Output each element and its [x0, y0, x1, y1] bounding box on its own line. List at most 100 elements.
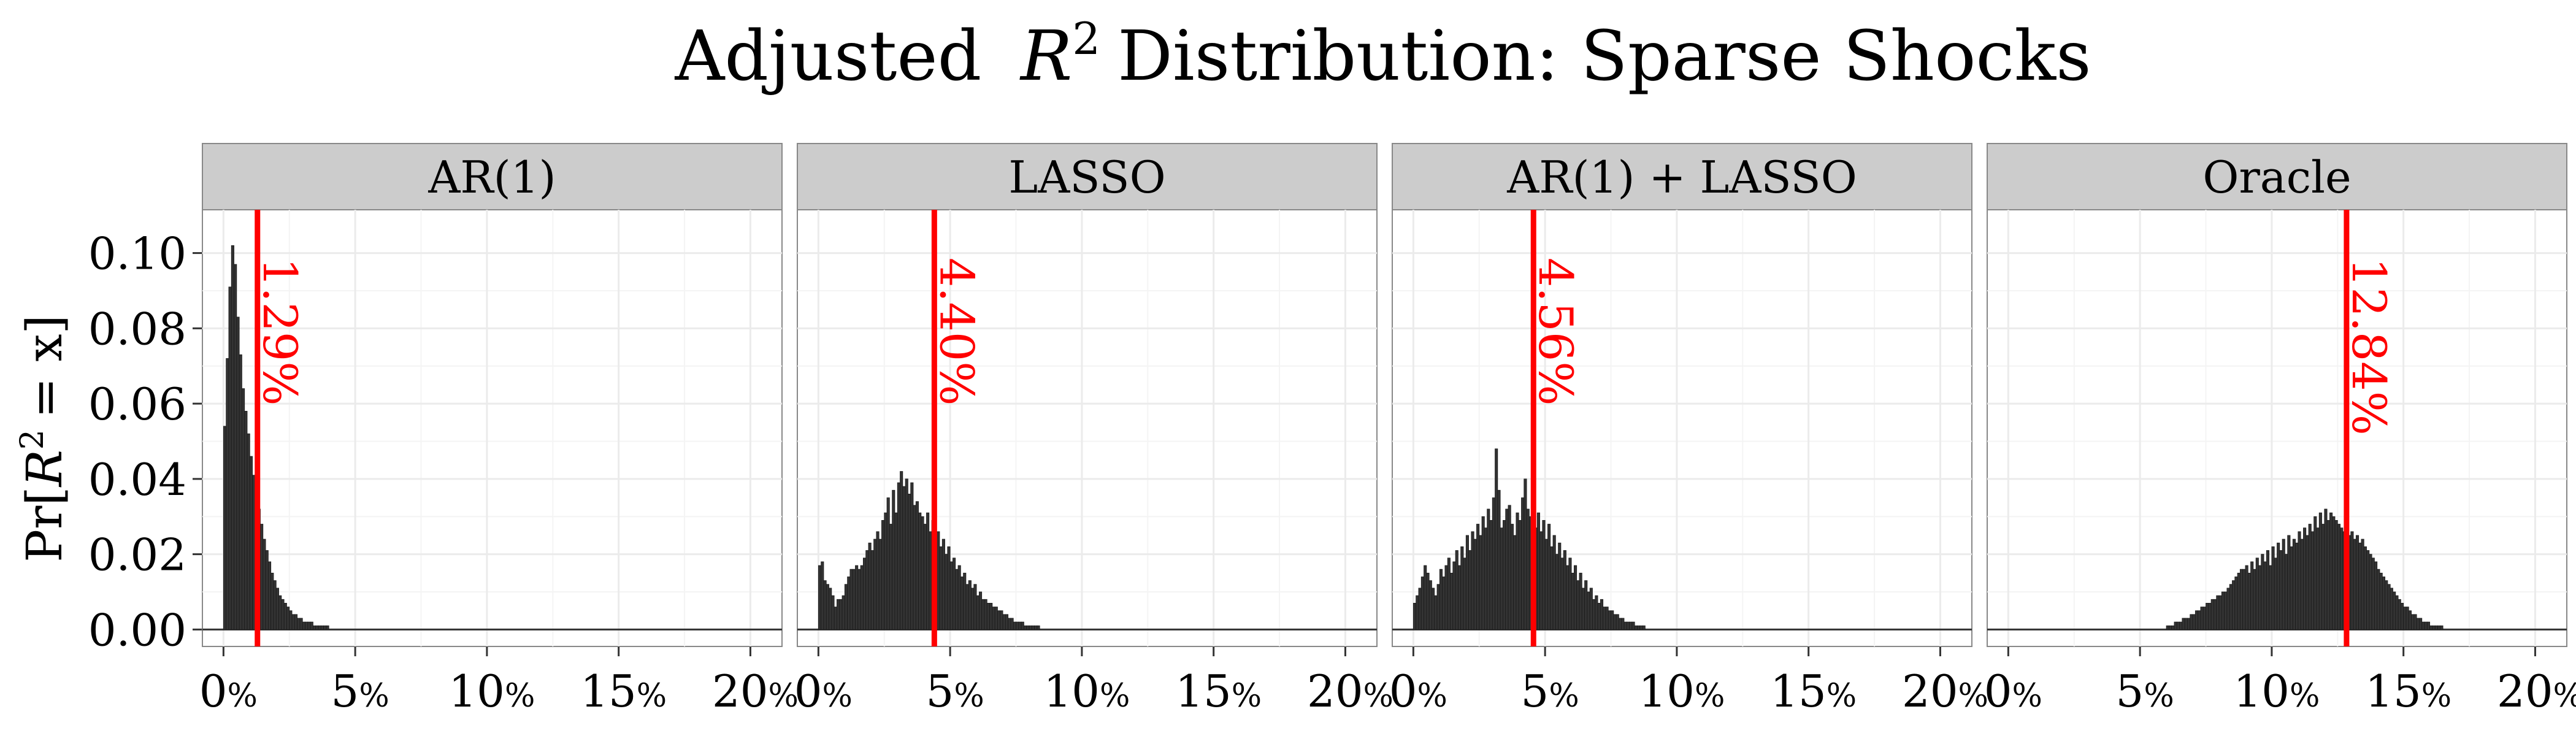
histogram-bar — [1447, 558, 1451, 630]
histogram-bar — [1450, 572, 1454, 630]
histogram-bar — [823, 580, 827, 630]
histogram-bar — [1495, 448, 1498, 630]
histogram-bar — [2366, 550, 2370, 630]
histogram-bar — [1563, 550, 1566, 630]
histogram-bar — [2258, 565, 2262, 630]
histogram-bar — [889, 524, 893, 630]
x-tick-percent: % — [359, 678, 389, 715]
histogram-bar — [1034, 625, 1038, 630]
histogram-bar — [1420, 577, 1424, 630]
histogram-bar — [1010, 618, 1014, 630]
histogram-bar — [1479, 535, 1482, 630]
histogram-bar — [937, 531, 940, 630]
histogram-bar — [1021, 621, 1024, 630]
histogram-bar — [1005, 614, 1009, 630]
histogram-bar — [905, 478, 908, 630]
histogram-bar — [1465, 535, 1469, 630]
histogram-bar — [1555, 554, 1559, 630]
histogram-bar — [1634, 625, 1638, 630]
histogram-bar — [1526, 508, 1530, 630]
histogram-bar — [1018, 621, 1022, 630]
facet-strip-label: LASSO — [1008, 151, 1165, 203]
histogram-bar — [1426, 572, 1430, 630]
histogram-bar — [2426, 621, 2431, 630]
x-tick-percent: % — [2553, 678, 2576, 715]
histogram-bar — [989, 603, 993, 630]
histogram-bar — [1444, 565, 1448, 630]
histogram-bar — [252, 475, 256, 630]
histogram-bar — [1536, 512, 1540, 630]
x-tick-number: 15 — [2365, 665, 2421, 717]
histogram-bar — [2171, 625, 2175, 630]
histogram-bar — [913, 505, 916, 630]
histogram-bar — [1471, 531, 1474, 630]
histogram-bar — [1428, 580, 1432, 630]
histogram-bar — [2337, 524, 2340, 630]
histogram-bar — [281, 599, 285, 630]
x-tick-percent: % — [637, 678, 667, 715]
histogram-bar — [1424, 565, 1427, 630]
x-tick-label: 0% — [794, 665, 853, 717]
histogram-bar — [265, 550, 269, 630]
histogram-bar — [2300, 539, 2304, 630]
chart-title-prefix: Adjusted — [674, 17, 981, 96]
histogram-bar — [1481, 516, 1485, 630]
histogram-bar — [1031, 625, 1035, 630]
histogram-bar — [947, 546, 951, 630]
histogram-bar — [2385, 580, 2388, 630]
y-axis-label-prefix: Pr[ — [16, 486, 73, 562]
histogram-bar — [2292, 539, 2296, 630]
histogram-bar — [855, 565, 859, 630]
histogram-bar — [844, 584, 848, 630]
histogram-bar — [1560, 558, 1564, 630]
histogram-bar — [2313, 516, 2317, 630]
histogram-bar — [973, 584, 977, 630]
x-tick-label: 5% — [2116, 665, 2174, 717]
histogram-bar — [1487, 508, 1490, 630]
histogram-bar — [2195, 610, 2199, 630]
histogram-bar — [2419, 618, 2423, 630]
y-tick-label: 0.04 — [88, 454, 186, 505]
histogram-bar — [1452, 561, 1456, 630]
histogram-bar — [2287, 535, 2291, 630]
histogram-bar — [2176, 621, 2180, 630]
mean-label: 12.84% — [2342, 258, 2396, 435]
histogram-bar — [1550, 546, 1554, 630]
histogram-bar — [1566, 565, 1570, 630]
histogram-bar — [1600, 599, 1604, 630]
histogram-bar — [2405, 607, 2409, 630]
histogram-bar — [955, 569, 959, 630]
histogram-bar — [2190, 614, 2193, 630]
histogram-bar — [228, 286, 232, 630]
histogram-bar — [2232, 580, 2236, 630]
histogram-bar — [2226, 588, 2230, 630]
histogram-bar — [941, 539, 945, 630]
histogram-bar — [852, 569, 856, 630]
histogram-bar — [1579, 572, 1582, 630]
histogram-bar — [2224, 591, 2228, 630]
histogram-bar — [1513, 535, 1517, 630]
x-tick-label: 20% — [1307, 665, 1393, 717]
histogram-bar — [315, 625, 319, 630]
facet-panel-ar-1: AR(1)1.29%0% 5% 10% 15% 20% — [199, 143, 799, 717]
histogram-bar — [2295, 542, 2299, 630]
histogram-bar — [2403, 607, 2407, 630]
facet-strip — [1392, 143, 1972, 210]
histogram-bar — [910, 482, 914, 630]
histogram-bar — [926, 512, 930, 630]
histogram-bar — [1497, 489, 1501, 630]
histogram-bar — [223, 426, 227, 630]
histogram-bar — [1508, 505, 1511, 630]
histogram-bar — [2174, 621, 2177, 630]
x-tick-label: 20% — [1902, 665, 1988, 717]
x-tick-label: 20% — [2497, 665, 2576, 717]
x-tick-number: 20 — [712, 665, 769, 717]
histogram-bar — [2214, 599, 2217, 630]
histogram-bar — [963, 572, 967, 630]
histogram-bar — [870, 550, 874, 630]
histogram-bar — [2353, 539, 2356, 630]
y-axis: 0.00 0.02 0.04 0.06 0.08 0.10 — [88, 228, 202, 656]
histogram-bar — [881, 519, 885, 630]
